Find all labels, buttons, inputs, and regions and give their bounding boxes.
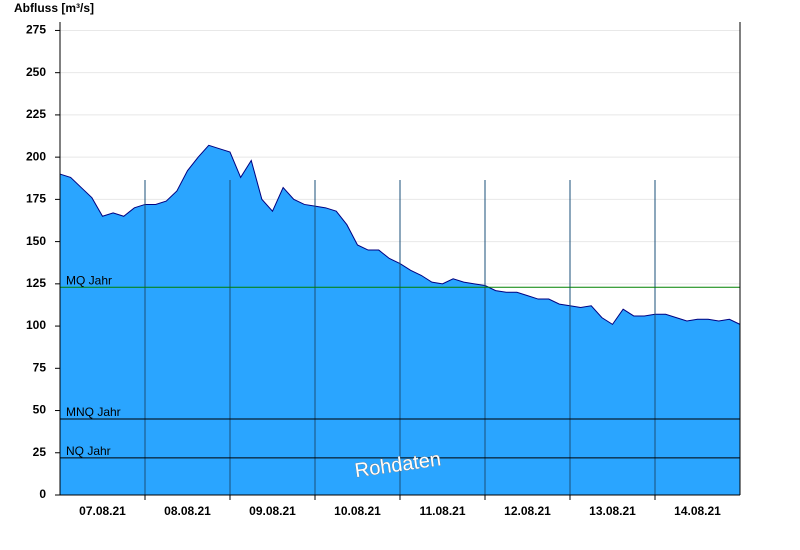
- y-tick-label: 225: [26, 107, 46, 121]
- y-tick-label: 25: [33, 445, 47, 459]
- y-tick-label: 275: [26, 23, 46, 37]
- y-tick-label: 150: [26, 234, 46, 248]
- y-tick-label: 200: [26, 149, 46, 163]
- x-tick-label: 08.08.21: [164, 504, 211, 518]
- x-tick-label: 07.08.21: [79, 504, 126, 518]
- x-tick-label: 14.08.21: [674, 504, 721, 518]
- y-tick-label: 100: [26, 318, 46, 332]
- reference-label: NQ Jahr: [66, 444, 111, 458]
- reference-label: MQ Jahr: [66, 273, 112, 287]
- y-tick-label: 125: [26, 276, 46, 290]
- x-tick-label: 09.08.21: [249, 504, 296, 518]
- y-tick-label: 250: [26, 65, 46, 79]
- y-tick-label: 75: [33, 360, 47, 374]
- x-tick-label: 12.08.21: [504, 504, 551, 518]
- y-tick-label: 50: [33, 403, 47, 417]
- y-tick-label: 175: [26, 192, 46, 206]
- x-tick-label: 11.08.21: [419, 504, 465, 518]
- x-tick-label: 10.08.21: [334, 504, 381, 518]
- x-tick-label: 13.08.21: [589, 504, 636, 518]
- reference-label: MNQ Jahr: [66, 405, 121, 419]
- y-tick-label: 0: [39, 487, 46, 501]
- y-axis-title: Abfluss [m³/s]: [14, 1, 94, 15]
